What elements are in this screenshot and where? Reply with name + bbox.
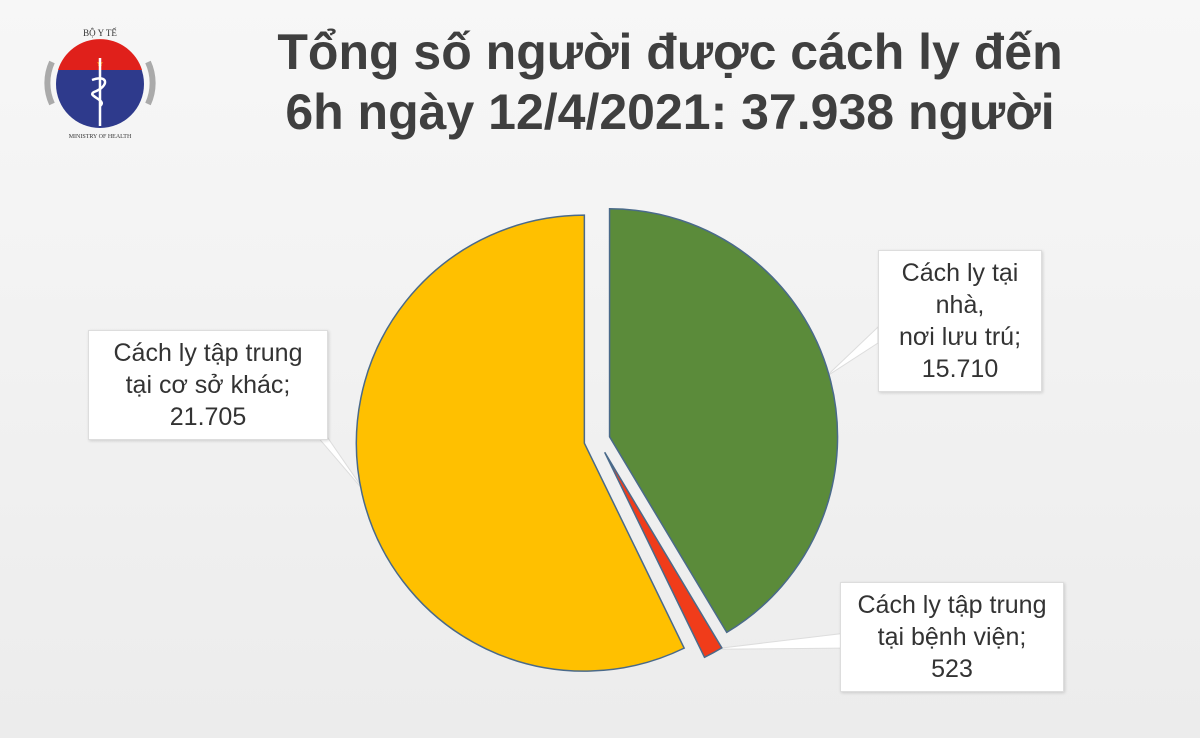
label-line: nơi lưu trú; xyxy=(898,323,1022,351)
svg-text:MINISTRY OF HEALTH: MINISTRY OF HEALTH xyxy=(69,134,132,140)
slice-other-facility-quarantine xyxy=(355,214,686,672)
label-line: Cách ly tập trung xyxy=(857,591,1047,619)
label-home-quarantine: Cách ly tại nhà, nơi lưu trú; 15.710 xyxy=(878,250,1042,392)
label-value: 15.710 xyxy=(921,355,999,383)
label-line: tại cơ sở khác; xyxy=(125,371,291,399)
label-other-facility-quarantine: Cách ly tập trung tại cơ sở khác; 21.705 xyxy=(88,330,328,440)
callout-leader xyxy=(711,631,856,650)
title-line-2: 6h ngày 12/4/2021: 37.938 người xyxy=(285,84,1055,140)
ministry-of-health-logo: ★ BỘ Y TẾ MINISTRY OF HEALTH xyxy=(44,28,156,140)
title-line-1: Tổng số người được cách ly đến xyxy=(277,24,1063,80)
label-value: 523 xyxy=(931,655,973,683)
label-line: tại bệnh viện; xyxy=(877,623,1027,651)
label-line: Cách ly tập trung xyxy=(113,339,303,367)
chart-title: Tổng số người được cách ly đến 6h ngày 1… xyxy=(150,22,1190,142)
slice-home-quarantine xyxy=(608,208,839,634)
svg-text:BỘ Y TẾ: BỘ Y TẾ xyxy=(83,28,117,38)
slice-hospital-quarantine xyxy=(603,451,723,659)
label-value: 21.705 xyxy=(169,403,247,431)
callout-leader xyxy=(825,325,879,378)
label-line: Cách ly tại nhà, xyxy=(901,259,1019,319)
label-hospital-quarantine: Cách ly tập trung tại bệnh viện; 523 xyxy=(840,582,1064,692)
